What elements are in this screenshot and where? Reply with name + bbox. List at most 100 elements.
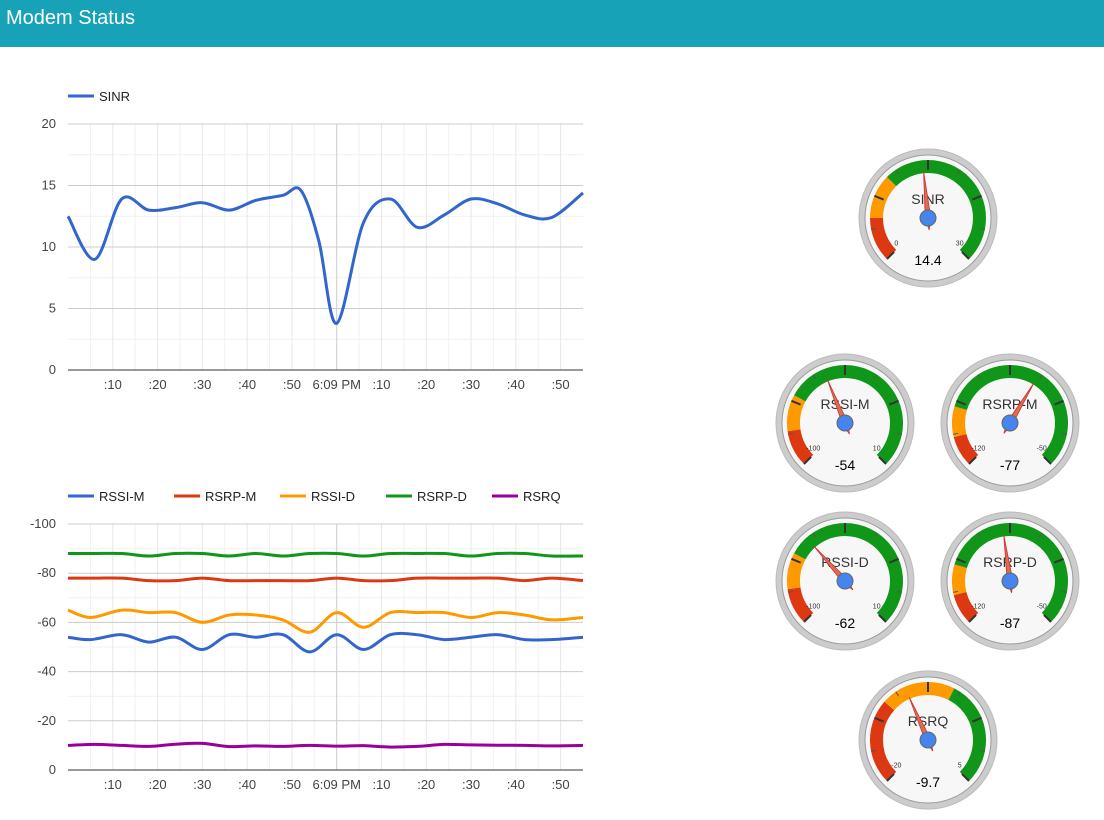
y-tick-label: 20 bbox=[42, 116, 56, 131]
gauge-rssi-d: RSSI-D-100 10-62 bbox=[775, 511, 915, 651]
gauge-minor-tick bbox=[1039, 532, 1043, 538]
gauge-min-label: -20 bbox=[891, 763, 901, 770]
legend-label-rsrq: RSRQ bbox=[523, 489, 561, 504]
gauge-major-tick bbox=[961, 251, 970, 260]
gauge-minor-tick bbox=[1061, 590, 1067, 593]
gauge-minor-tick bbox=[957, 169, 961, 175]
x-tick-label: :10 bbox=[372, 777, 390, 792]
gauge-major-tick bbox=[1053, 557, 1064, 564]
x-tick-label: :50 bbox=[552, 777, 570, 792]
x-tick-label: :30 bbox=[462, 377, 480, 392]
gauge-min-label: 0 bbox=[894, 241, 898, 248]
y-tick-label: -100 bbox=[30, 516, 56, 531]
x-tick-label: :40 bbox=[238, 777, 256, 792]
gauge-major-tick bbox=[968, 614, 977, 623]
gauge-sinr: SINR03014.4 bbox=[858, 148, 998, 288]
gauge-band bbox=[787, 553, 806, 590]
x-tick-label: :20 bbox=[417, 377, 435, 392]
series-line-rsrp-d bbox=[68, 551, 584, 558]
y-tick-label: 15 bbox=[42, 178, 56, 193]
x-tick-label: :10 bbox=[104, 777, 122, 792]
gauge-max-label: -50 bbox=[1037, 446, 1047, 453]
gauge-needle-hub bbox=[836, 572, 854, 590]
gauge-max-label: 10 bbox=[873, 604, 881, 611]
gauge-band bbox=[794, 365, 903, 465]
gauge-band bbox=[952, 406, 967, 438]
gauge-band bbox=[870, 701, 897, 782]
gauge-major-tick bbox=[791, 557, 802, 564]
y-tick-label: -20 bbox=[37, 713, 56, 728]
gauge-major-tick bbox=[803, 456, 812, 465]
sinr-line-chart: 0 5 10 15 20:10:20:30:40:50 6:09 PM:10:20:30:… bbox=[42, 89, 584, 392]
gauge-minor-tick bbox=[977, 374, 981, 380]
gauge-minor-tick bbox=[871, 749, 877, 752]
gauge-label: RSSI-M bbox=[821, 396, 870, 412]
gauge-minor-tick bbox=[896, 432, 902, 435]
y-tick-label: 0 bbox=[49, 362, 56, 377]
gauge-value: -77 bbox=[1000, 457, 1020, 473]
legend-label-rssi-d: RSSI-D bbox=[311, 489, 355, 504]
gauge-minor-tick bbox=[874, 374, 878, 380]
gauge-major-tick bbox=[886, 251, 895, 260]
gauge-rssi-m: RSSI-M -100 10 -54 bbox=[775, 353, 915, 493]
gauge-max-label: 10 bbox=[873, 446, 881, 453]
legend-label-sinr: SINR bbox=[99, 89, 130, 104]
app-header: Modem Status bbox=[0, 0, 1104, 47]
gauge-needle-hub bbox=[836, 414, 854, 432]
gauge-min-label: -120 bbox=[971, 604, 985, 611]
y-tick-label: 5 bbox=[49, 301, 56, 316]
signal-line-chart: 0 -20 -40 -60 -80 -100:10:20:30:40:50 6:09 PM:… bbox=[30, 489, 584, 792]
x-tick-label: :50 bbox=[552, 377, 570, 392]
page-title: Modem Status bbox=[6, 7, 135, 29]
x-tick-label: :10 bbox=[372, 377, 390, 392]
gauge-band bbox=[884, 682, 955, 711]
gauge-max-label: 30 bbox=[956, 241, 964, 248]
legend-label-rsrp-m: RSRP-M bbox=[205, 489, 256, 504]
gauge-value: -54 bbox=[835, 457, 855, 473]
gauge-minor-tick bbox=[957, 691, 961, 697]
gauge-label: RSRQ bbox=[908, 713, 949, 729]
gauge-rsrp-d: RSRP-D -120 -50 -87 bbox=[940, 511, 1080, 651]
x-tick-label: :20 bbox=[417, 777, 435, 792]
gauge-max-label: 5 bbox=[958, 763, 962, 770]
gauge-band bbox=[886, 160, 986, 260]
gauge-minor-tick bbox=[1061, 432, 1067, 435]
gauge-minor-tick bbox=[953, 590, 959, 593]
y-tick-label: -60 bbox=[37, 614, 56, 629]
gauge-minor-tick bbox=[977, 532, 981, 538]
gauge-major-tick bbox=[791, 399, 802, 406]
x-tick-label: :40 bbox=[507, 777, 525, 792]
gauge-label: RSRP-D bbox=[983, 554, 1037, 570]
gauge-major-tick bbox=[968, 456, 977, 465]
gauge-minor-tick bbox=[788, 590, 794, 593]
gauge-min-label: -100 bbox=[806, 446, 820, 453]
gauge-minor-tick bbox=[871, 227, 877, 230]
gauge-major-tick bbox=[874, 716, 885, 723]
gauge-minor-tick bbox=[874, 532, 878, 538]
gauge-min-label: -120 bbox=[971, 446, 985, 453]
gauge-max-label: -50 bbox=[1037, 604, 1047, 611]
gauge-major-tick bbox=[878, 456, 887, 465]
x-tick-label: :20 bbox=[149, 777, 167, 792]
gauge-major-tick bbox=[1043, 456, 1052, 465]
gauge-band bbox=[787, 587, 814, 623]
x-tick-label: :50 bbox=[283, 777, 301, 792]
gauge-value: -62 bbox=[835, 615, 855, 631]
gauge-band bbox=[787, 429, 814, 465]
x-tick-label: 6:09 PM bbox=[312, 377, 360, 392]
gauge-needle-hub bbox=[1001, 572, 1019, 590]
x-tick-label: :30 bbox=[193, 377, 211, 392]
gauge-label: RSRP-M bbox=[982, 396, 1037, 412]
gauge-band bbox=[787, 395, 806, 432]
gauge-minor-tick bbox=[896, 590, 902, 593]
x-tick-label: :20 bbox=[149, 377, 167, 392]
gauge-major-tick bbox=[886, 773, 895, 782]
x-tick-label: :10 bbox=[104, 377, 122, 392]
gauge-major-tick bbox=[961, 773, 970, 782]
gauge-major-tick bbox=[888, 399, 899, 406]
series-line-rssi-d bbox=[67, 608, 584, 634]
gauge-band bbox=[952, 564, 967, 596]
gauge-minor-tick bbox=[979, 227, 985, 230]
gauge-band bbox=[870, 217, 897, 260]
x-tick-label: :30 bbox=[462, 777, 480, 792]
